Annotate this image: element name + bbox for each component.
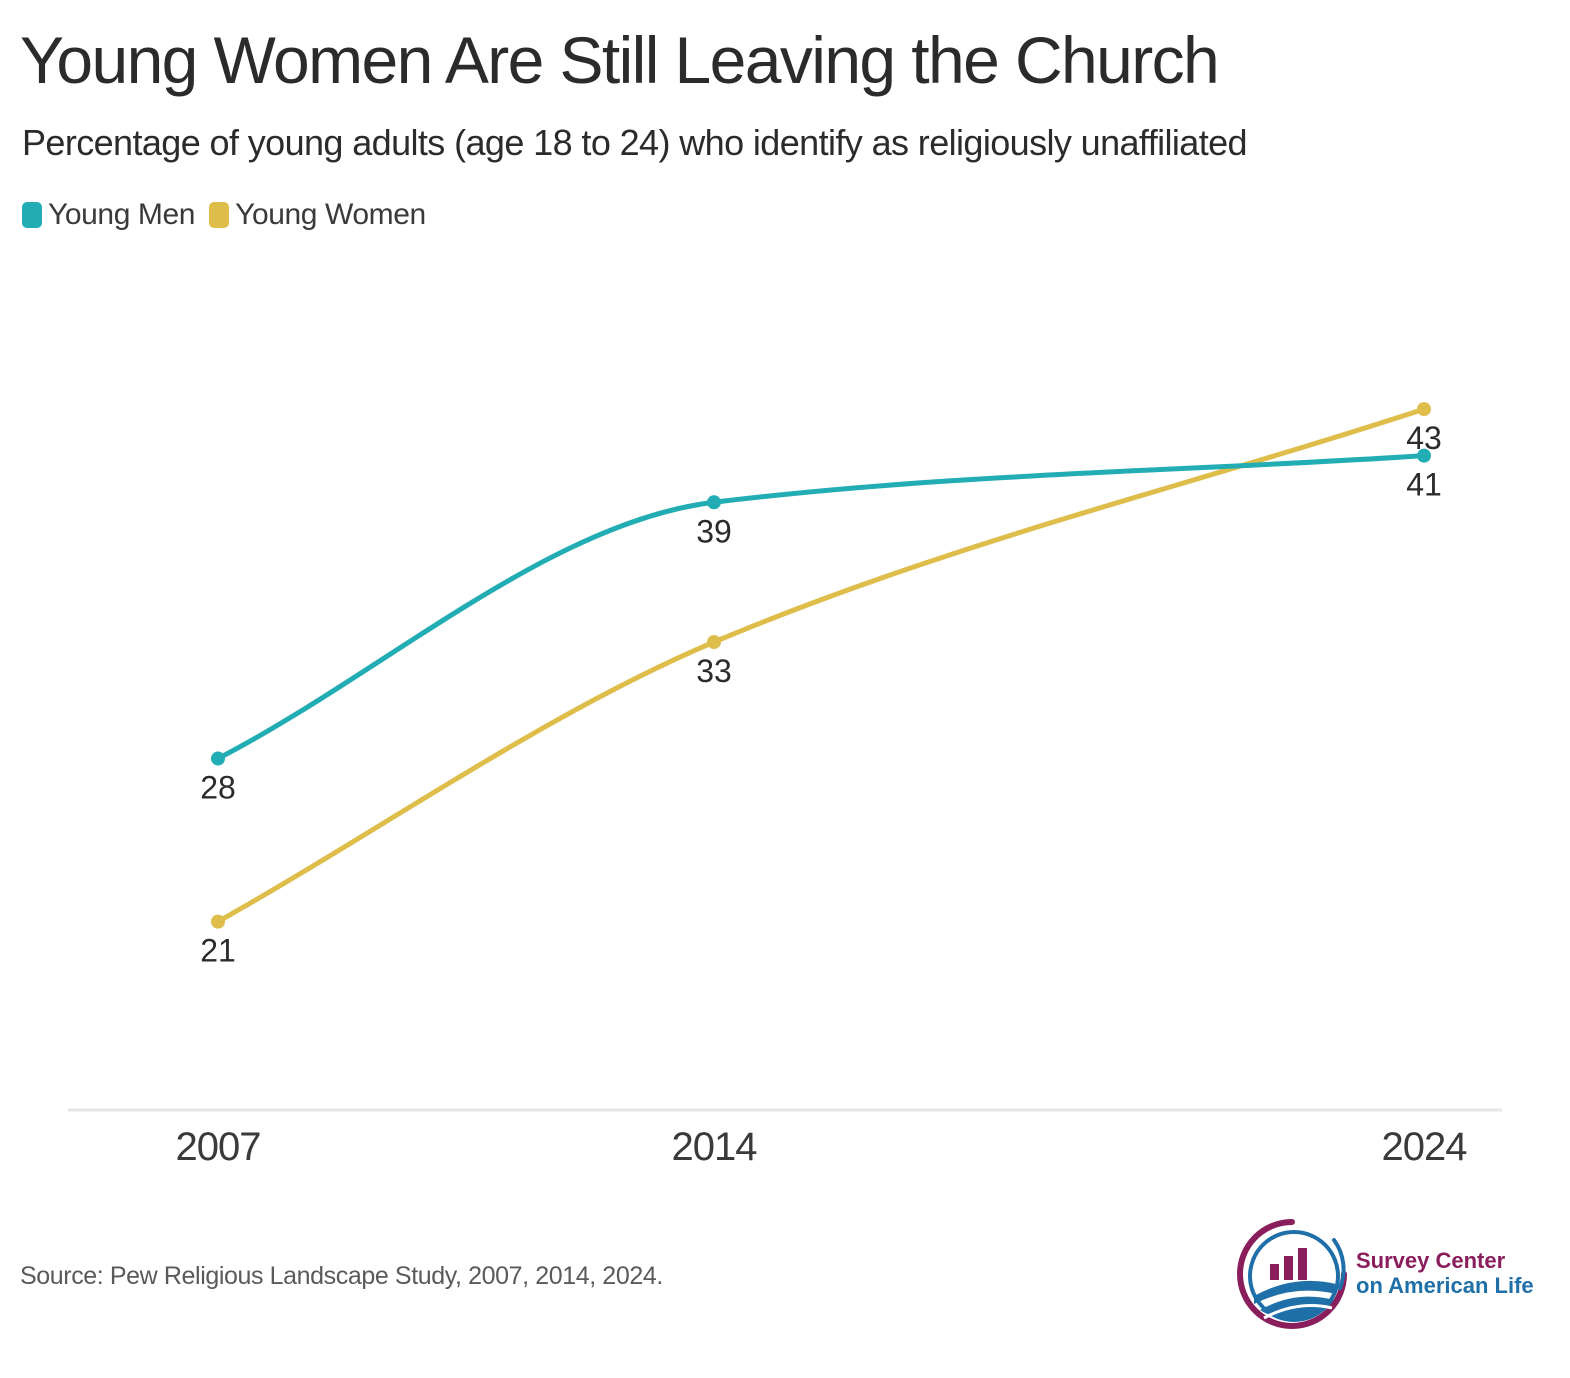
- data-point-young-women: [707, 635, 721, 650]
- source-note: Source: Pew Religious Landscape Study, 2…: [20, 1262, 663, 1290]
- survey-center-logo: Survey Center on American Life: [1236, 1218, 1556, 1329]
- legend-item-young-women: Young Women: [209, 198, 426, 232]
- x-tick-label: 2007: [176, 1125, 261, 1169]
- legend-item-young-men: Young Men: [22, 198, 195, 232]
- data-point-young-men: [707, 495, 721, 510]
- data-label-young-women: 43: [1406, 420, 1442, 456]
- legend-swatch-young-women: [209, 202, 230, 228]
- legend: Young Men Young Women: [22, 198, 440, 232]
- data-point-young-women: [211, 914, 225, 929]
- data-point-young-men: [1417, 448, 1431, 463]
- survey-center-logo-text: Survey Center on American Life: [1356, 1248, 1534, 1298]
- logo-text-line2: on American Life: [1356, 1273, 1534, 1298]
- chart-title: Young Women Are Still Leaving the Church: [20, 23, 1220, 97]
- x-tick-label: 2024: [1382, 1125, 1468, 1169]
- data-label-young-men: 41: [1406, 467, 1442, 503]
- survey-center-logo-mark: [1237, 1219, 1347, 1329]
- data-point-young-women: [1417, 402, 1431, 417]
- logo-text-line1: Survey Center: [1356, 1248, 1506, 1273]
- legend-swatch-young-men: [22, 202, 42, 228]
- series-line-young-women: [215, 406, 1427, 925]
- legend-label-young-men: Young Men: [48, 198, 196, 231]
- data-label-young-men: 39: [696, 513, 732, 549]
- chart-subtitle: Percentage of young adults (age 18 to 24…: [22, 122, 1248, 163]
- legend-label-young-women: Young Women: [235, 198, 426, 231]
- series-line-young-men: [215, 453, 1427, 762]
- data-label-young-men: 28: [200, 770, 236, 806]
- data-label-young-women: 21: [200, 933, 236, 969]
- data-point-young-men: [211, 751, 225, 766]
- x-tick-label: 2014: [672, 1125, 758, 1169]
- data-label-young-women: 33: [696, 653, 732, 689]
